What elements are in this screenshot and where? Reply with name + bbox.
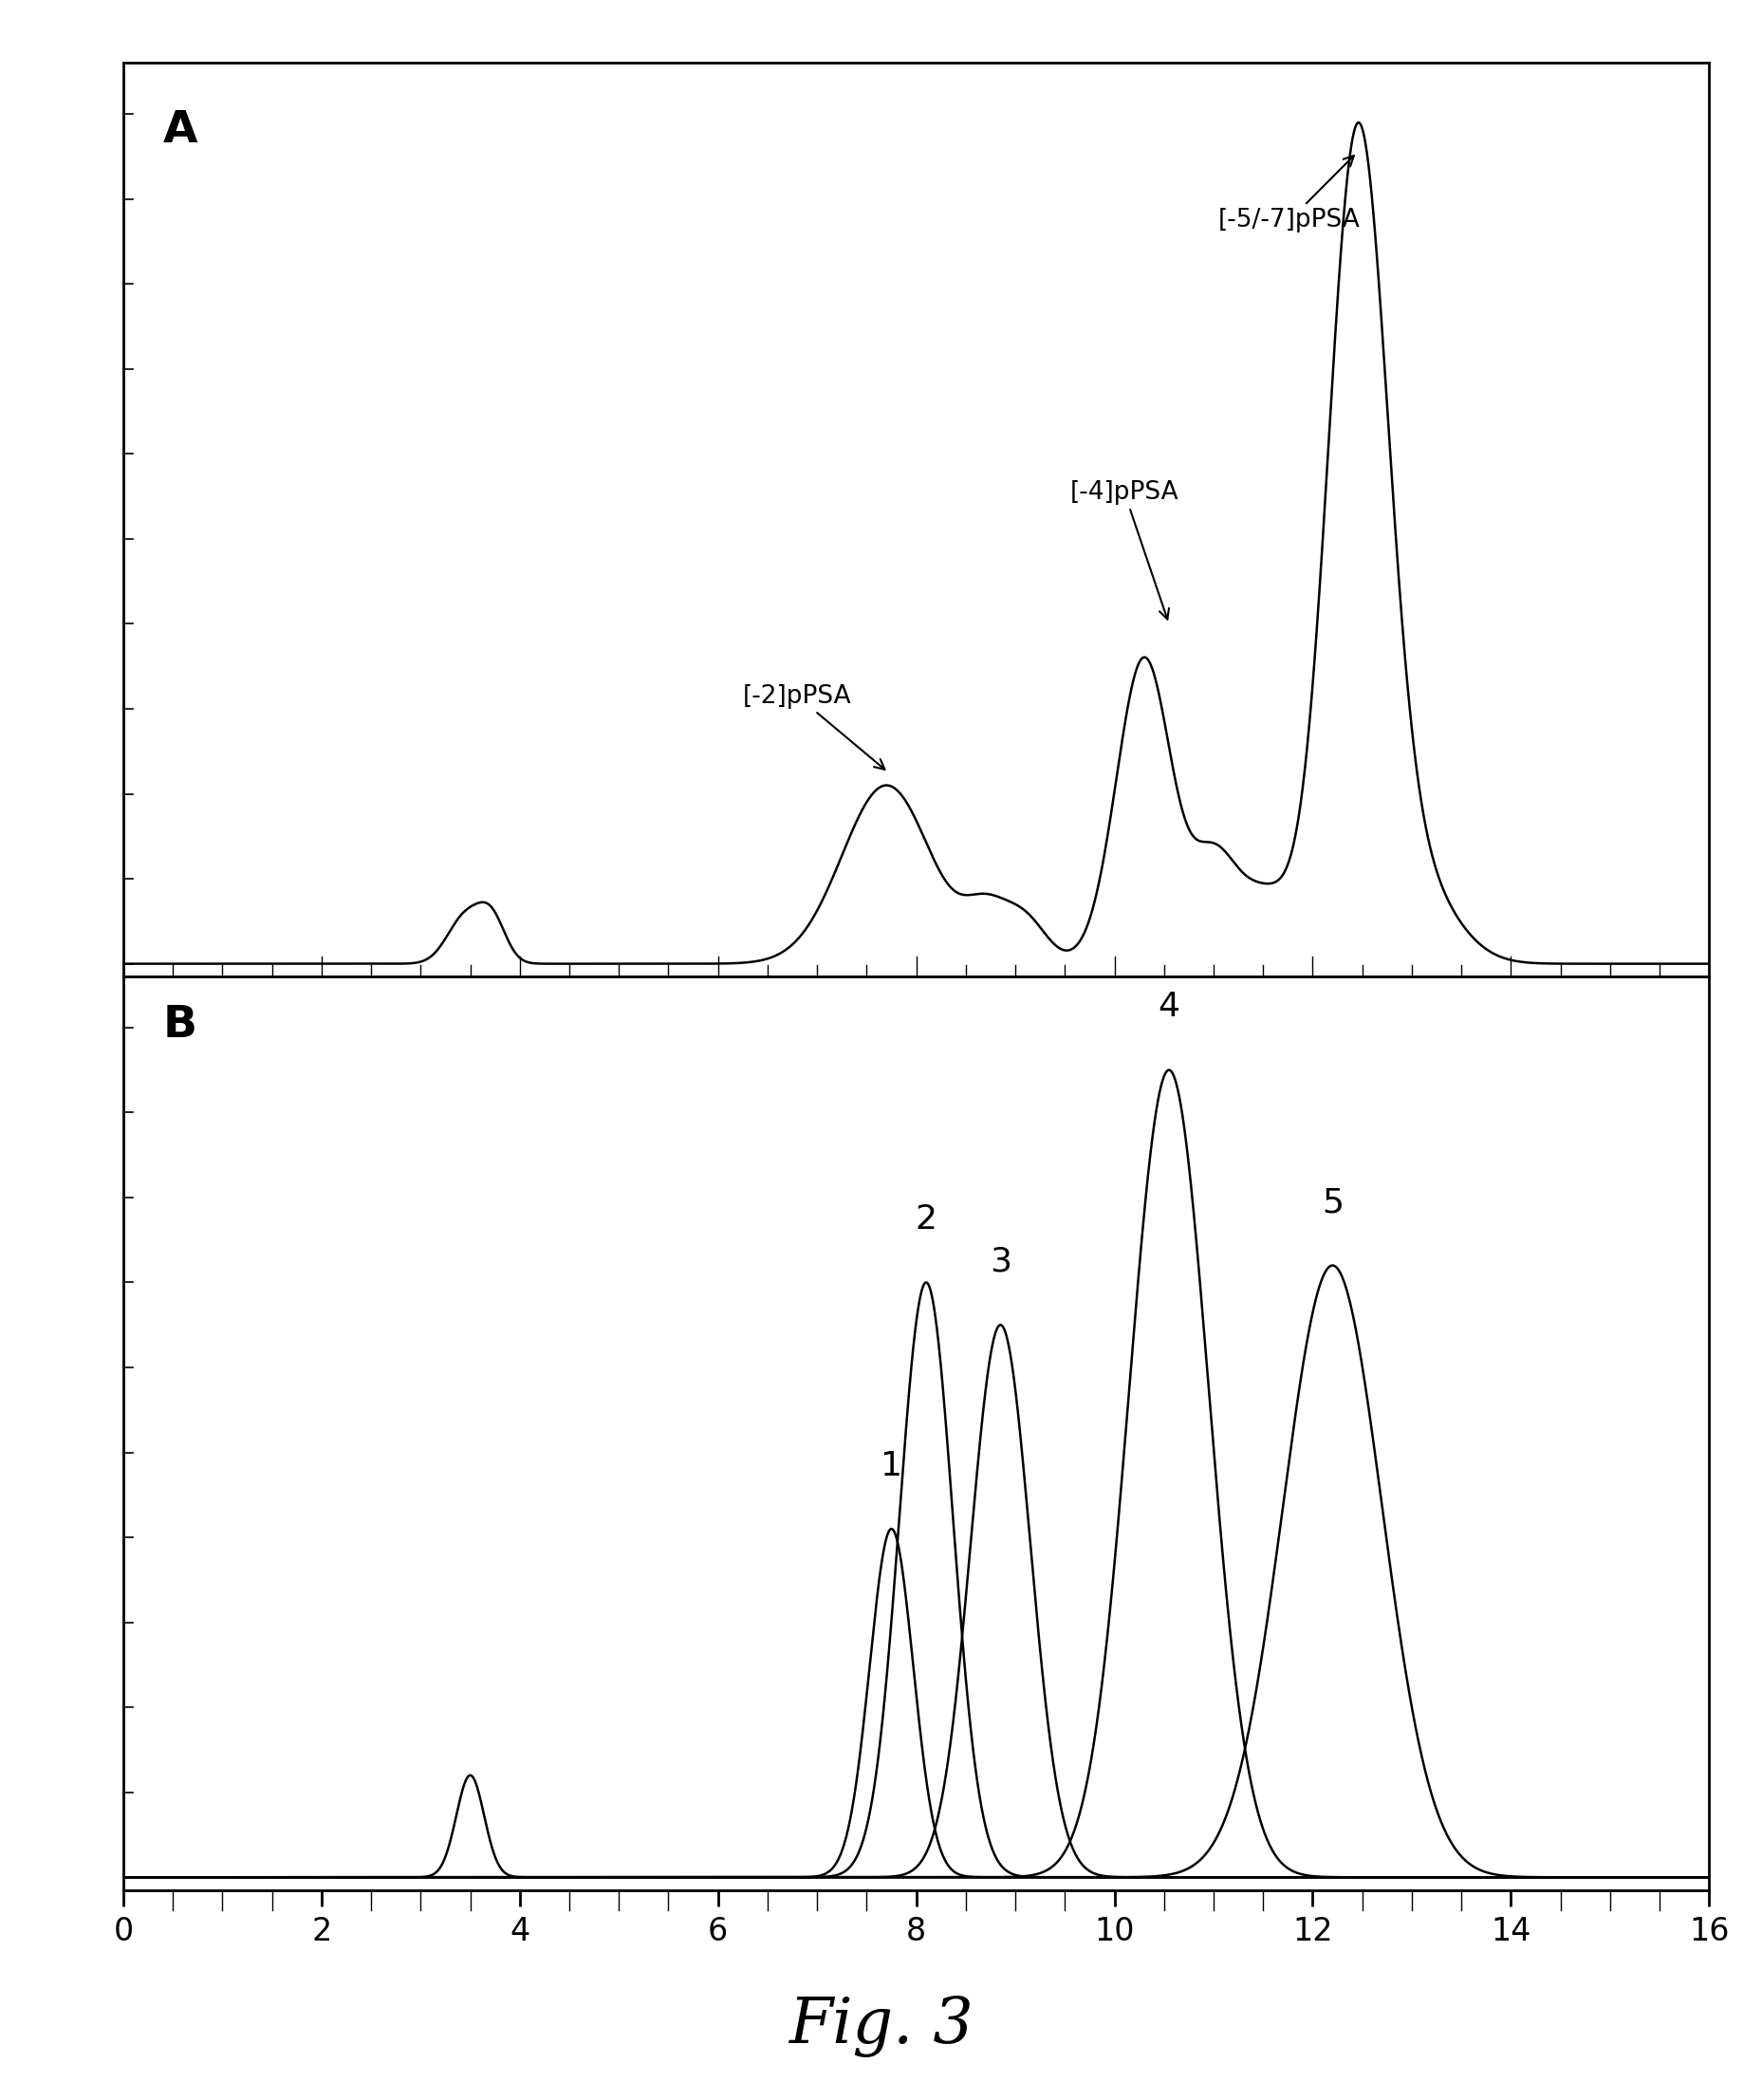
Text: 3: 3: [990, 1245, 1011, 1279]
Text: A: A: [162, 109, 197, 151]
Text: 5: 5: [1322, 1186, 1343, 1218]
Text: [-5/-7]pPSA: [-5/-7]pPSA: [1219, 155, 1360, 233]
Text: B: B: [162, 1004, 197, 1046]
Text: 1: 1: [881, 1449, 902, 1483]
Text: 2: 2: [914, 1203, 937, 1235]
Text: [-4]pPSA: [-4]pPSA: [1070, 479, 1179, 620]
Text: [-2]pPSA: [-2]pPSA: [744, 685, 885, 769]
Text: 4: 4: [1158, 991, 1181, 1023]
Text: Fig. 3: Fig. 3: [789, 1995, 973, 2058]
